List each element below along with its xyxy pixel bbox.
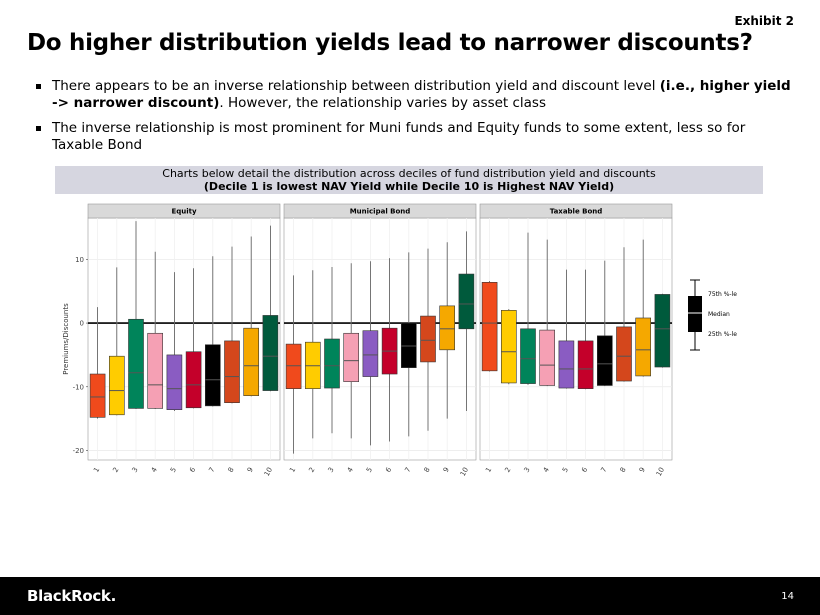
bullet-bold: (i.e., higher yield -> narrower discount… bbox=[52, 78, 791, 111]
x-tick-label: 5 bbox=[169, 466, 178, 474]
key-label: 25th %-le bbox=[708, 331, 737, 338]
x-tick-label: 3 bbox=[131, 466, 140, 474]
x-tick-label: 6 bbox=[188, 466, 197, 474]
x-tick-label: 4 bbox=[346, 466, 355, 474]
x-tick-label: 5 bbox=[365, 466, 374, 474]
box bbox=[224, 340, 240, 403]
y-tick-label: 10 bbox=[75, 256, 84, 264]
box bbox=[362, 330, 379, 377]
box bbox=[89, 373, 106, 418]
bullet-list: There appears to be an inverse relations… bbox=[34, 78, 792, 162]
x-tick-label: 4 bbox=[150, 466, 159, 474]
x-tick-label: 9 bbox=[246, 466, 255, 474]
x-tick-label: 6 bbox=[580, 466, 589, 474]
y-tick-label: -20 bbox=[73, 447, 84, 455]
box bbox=[439, 305, 456, 351]
x-tick-label: 1 bbox=[484, 466, 493, 474]
x-tick-label: 7 bbox=[599, 466, 608, 474]
x-tick-label: 1 bbox=[92, 466, 101, 474]
x-tick-label: 3 bbox=[523, 466, 532, 474]
slide-title: Do higher distribution yields lead to na… bbox=[27, 30, 753, 56]
box bbox=[128, 318, 144, 409]
x-tick-label: 10 bbox=[655, 466, 666, 478]
key-label: 75th %-le bbox=[708, 291, 737, 298]
panel-title: Equity bbox=[171, 208, 197, 216]
x-tick-label: 10 bbox=[459, 466, 470, 478]
x-tick-label: 2 bbox=[503, 466, 512, 474]
y-axis-label: Premiums/Discounts bbox=[62, 303, 70, 375]
box bbox=[343, 332, 360, 382]
legend-key: 75th %-le Median 25th %-le bbox=[688, 279, 737, 351]
x-tick-label: 2 bbox=[111, 466, 120, 474]
box bbox=[481, 282, 498, 372]
bullet-text: . However, the relationship varies by as… bbox=[219, 95, 547, 111]
x-tick-label: 7 bbox=[403, 466, 412, 474]
x-tick-label: 4 bbox=[542, 466, 551, 474]
box bbox=[147, 332, 163, 409]
footer: BlackRock. 14 bbox=[0, 577, 820, 615]
x-tick-label: 10 bbox=[263, 466, 274, 478]
x-tick-label: 8 bbox=[423, 466, 432, 474]
box bbox=[635, 317, 652, 377]
box bbox=[262, 315, 279, 391]
box bbox=[596, 335, 613, 386]
box bbox=[458, 273, 475, 330]
key-label: Median bbox=[708, 311, 730, 318]
bullet-text: There appears to be an inverse relations… bbox=[52, 78, 660, 94]
box bbox=[520, 328, 536, 384]
box bbox=[420, 315, 436, 363]
panel-header bbox=[479, 203, 673, 219]
banner-text: (Decile 1 is lowest NAV Yield while Deci… bbox=[203, 180, 615, 193]
y-tick-label: -10 bbox=[73, 383, 84, 391]
box bbox=[616, 326, 632, 382]
box bbox=[205, 344, 221, 407]
box bbox=[577, 340, 594, 389]
banner-text: Charts below detail the distribution acr… bbox=[162, 167, 656, 180]
x-tick-label: 9 bbox=[442, 466, 451, 474]
box bbox=[539, 329, 556, 386]
x-tick-label: 9 bbox=[638, 466, 647, 474]
box bbox=[324, 338, 340, 389]
box bbox=[654, 294, 671, 368]
x-tick-label: 8 bbox=[619, 466, 628, 474]
panel-header bbox=[87, 203, 281, 219]
box bbox=[285, 343, 302, 389]
x-tick-label: 3 bbox=[327, 466, 336, 474]
x-tick-label: 1 bbox=[288, 466, 297, 474]
x-tick-label: 2 bbox=[307, 466, 316, 474]
x-tick-label: 7 bbox=[207, 466, 216, 474]
panel-title: Taxable Bond bbox=[550, 208, 603, 216]
panel-title: Municipal Bond bbox=[350, 208, 411, 216]
bullet: The inverse relationship is most promine… bbox=[36, 120, 792, 154]
logo: BlackRock. bbox=[27, 587, 116, 605]
bullet-text: The inverse relationship is most promine… bbox=[52, 120, 746, 153]
box bbox=[400, 322, 417, 368]
box bbox=[109, 355, 125, 416]
box bbox=[166, 354, 183, 410]
box bbox=[243, 327, 259, 396]
x-tick-label: 6 bbox=[384, 466, 393, 474]
charts: 75th %-le Median 25th %-le Equity -20 -10 0… bbox=[62, 203, 737, 478]
box bbox=[558, 340, 575, 389]
bullet: There appears to be an inverse relations… bbox=[36, 78, 792, 112]
key-box bbox=[688, 296, 702, 332]
box bbox=[185, 351, 202, 409]
y-tick-label: 0 bbox=[80, 320, 84, 328]
banner: Charts below detail the distribution acr… bbox=[55, 166, 763, 194]
x-tick-label: 8 bbox=[227, 466, 236, 474]
page-number: 14 bbox=[781, 591, 794, 602]
exhibit-label: Exhibit 2 bbox=[734, 14, 794, 28]
x-tick-label: 5 bbox=[561, 466, 570, 474]
panel-header bbox=[283, 203, 477, 219]
box bbox=[500, 310, 517, 384]
